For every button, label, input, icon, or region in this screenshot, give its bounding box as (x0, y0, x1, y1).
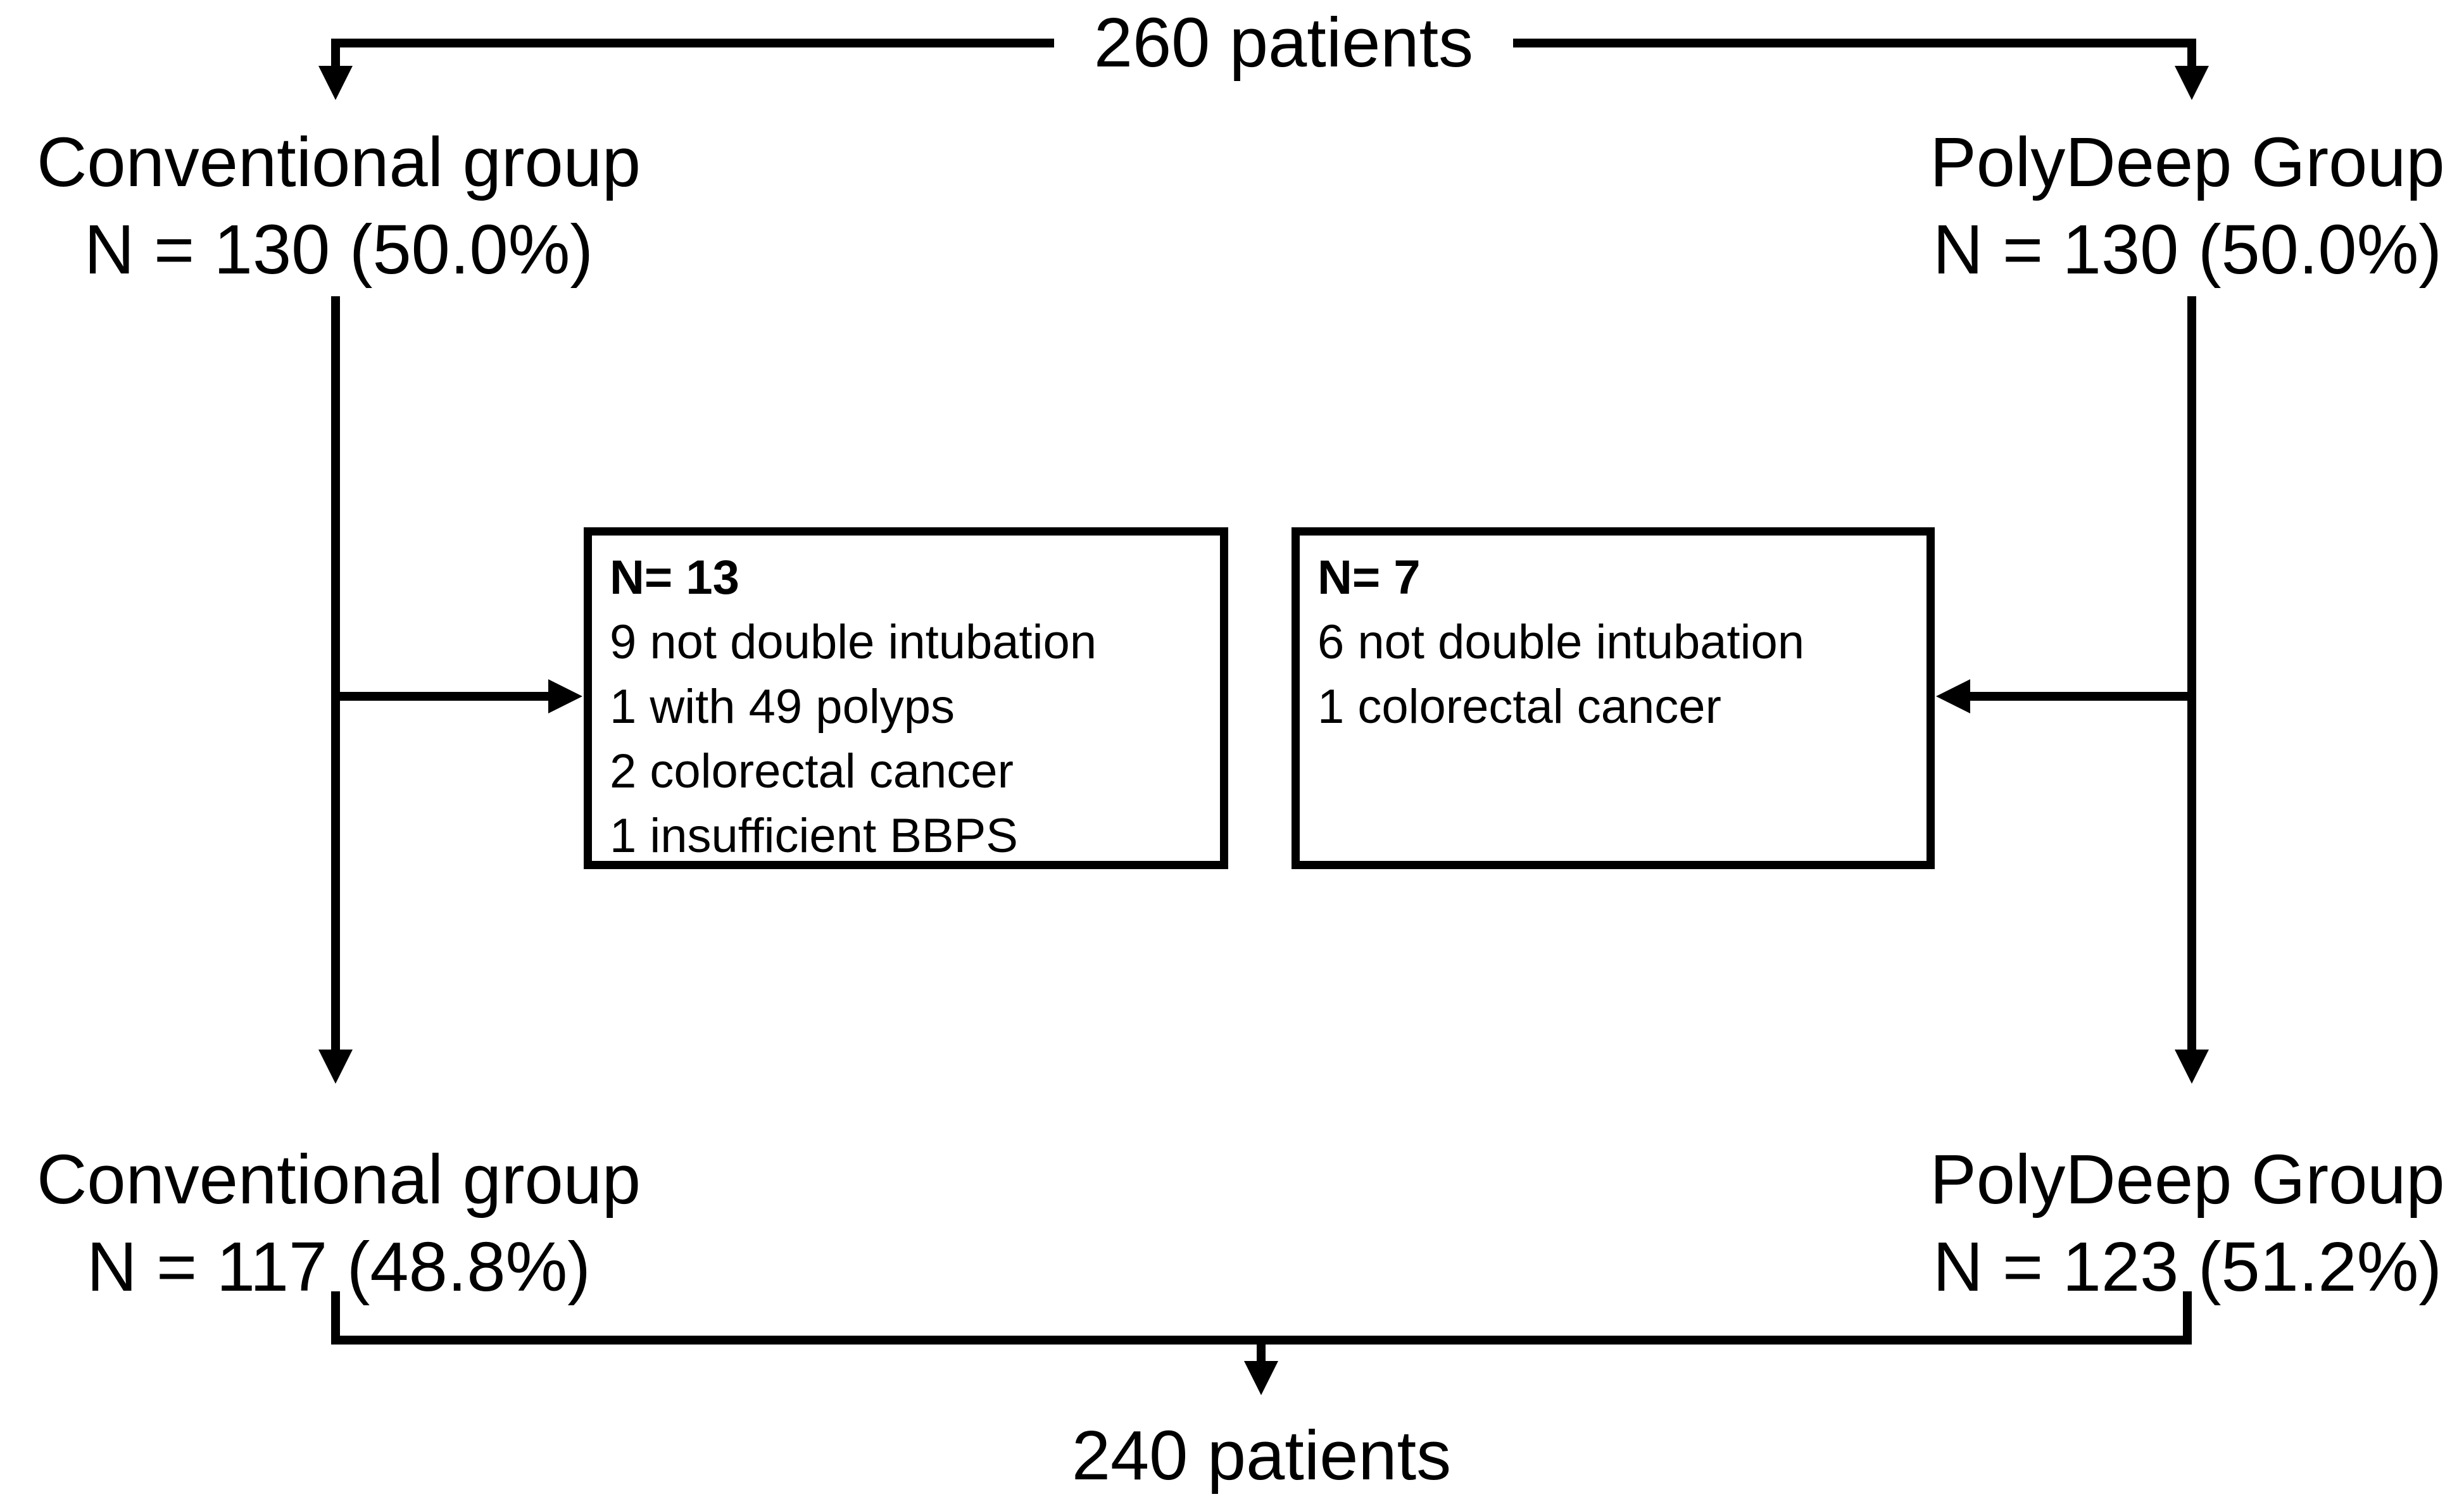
exclusion-box-polydeep: N= 7 6 not double intubation 1 colorecta… (1292, 527, 1935, 869)
exclusion-reason: 9 not double intubation (610, 615, 1097, 669)
exclusion-reason: 1 with 49 polyps (610, 680, 955, 734)
exclusion-reason: 6 not double intubation (1317, 615, 1805, 669)
exclusion-box-polydeep-title: N= 7 (1317, 551, 1421, 605)
polydeep-group-bottom-n: N = 123 (51.2%) (1932, 1228, 2442, 1306)
polydeep-group-top-label: PolyDeep Group N = 130 (50.0%) (1912, 119, 2463, 294)
arrowhead-down-top-left (318, 66, 353, 100)
conventional-group-top-name: Conventional group (36, 123, 641, 201)
exclusion-reason: 2 colorectal cancer (610, 744, 1014, 798)
polydeep-group-bottom-name: PolyDeep Group (1930, 1141, 2445, 1219)
polydeep-group-top-n: N = 130 (50.0%) (1932, 211, 2442, 289)
arrowhead-down-bottom-center (1244, 1361, 1278, 1395)
conventional-group-bottom-n: N = 117 (48.8%) (87, 1228, 591, 1306)
arrowhead-down-top-right (2175, 66, 2209, 100)
conventional-group-top-n: N = 130 (50.0%) (84, 211, 594, 289)
exclusion-box-conventional: N= 13 9 not double intubation 1 with 49 … (584, 527, 1228, 869)
arrowhead-down-left-main (318, 1050, 353, 1084)
conventional-group-bottom-label: Conventional group N = 117 (48.8%) (6, 1136, 671, 1311)
arrowhead-left-into-right-box (1936, 679, 1970, 713)
conventional-group-top-label: Conventional group N = 130 (50.0%) (6, 119, 671, 294)
polydeep-group-bottom-label: PolyDeep Group N = 123 (51.2%) (1912, 1136, 2463, 1311)
arrowhead-right-into-left-box (548, 679, 582, 713)
exclusion-reason: 1 colorectal cancer (1317, 680, 1721, 734)
exclusion-box-conventional-title: N= 13 (610, 551, 739, 605)
total-patients-top-label: 260 patients (1093, 4, 1474, 82)
total-patients-bottom-label: 240 patients (1071, 1417, 1452, 1495)
conventional-group-bottom-name: Conventional group (36, 1141, 641, 1219)
arrowhead-down-right-main (2175, 1050, 2209, 1084)
exclusion-reason: 1 insufficient BBPS (610, 809, 1018, 863)
polydeep-group-top-name: PolyDeep Group (1930, 123, 2445, 201)
